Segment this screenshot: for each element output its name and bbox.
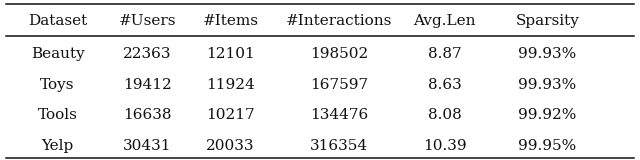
Text: 12101: 12101	[206, 47, 255, 61]
Text: 22363: 22363	[123, 47, 172, 61]
Text: 99.93%: 99.93%	[518, 78, 577, 92]
Text: #Items: #Items	[202, 14, 259, 28]
Text: 11924: 11924	[206, 78, 255, 92]
Text: #Interactions: #Interactions	[286, 14, 392, 28]
Text: 8.87: 8.87	[428, 47, 461, 61]
Text: Sparsity: Sparsity	[515, 14, 579, 28]
Text: 8.08: 8.08	[428, 108, 461, 122]
Text: 134476: 134476	[310, 108, 369, 122]
Text: 30431: 30431	[123, 139, 172, 153]
Text: 316354: 316354	[310, 139, 368, 153]
Text: 20033: 20033	[206, 139, 255, 153]
Text: 167597: 167597	[310, 78, 368, 92]
Text: Yelp: Yelp	[42, 139, 74, 153]
Text: Beauty: Beauty	[31, 47, 84, 61]
Text: 10.39: 10.39	[423, 139, 467, 153]
Text: 198502: 198502	[310, 47, 369, 61]
Text: Toys: Toys	[40, 78, 75, 92]
Text: 99.93%: 99.93%	[518, 47, 577, 61]
Text: Tools: Tools	[38, 108, 77, 122]
Text: 8.63: 8.63	[428, 78, 461, 92]
Text: 10217: 10217	[206, 108, 255, 122]
Text: 16638: 16638	[123, 108, 172, 122]
Text: 19412: 19412	[123, 78, 172, 92]
Text: #Users: #Users	[118, 14, 176, 28]
Text: 99.92%: 99.92%	[518, 108, 577, 122]
Text: Dataset: Dataset	[28, 14, 87, 28]
Text: 99.95%: 99.95%	[518, 139, 577, 153]
Text: Avg.Len: Avg.Len	[413, 14, 476, 28]
